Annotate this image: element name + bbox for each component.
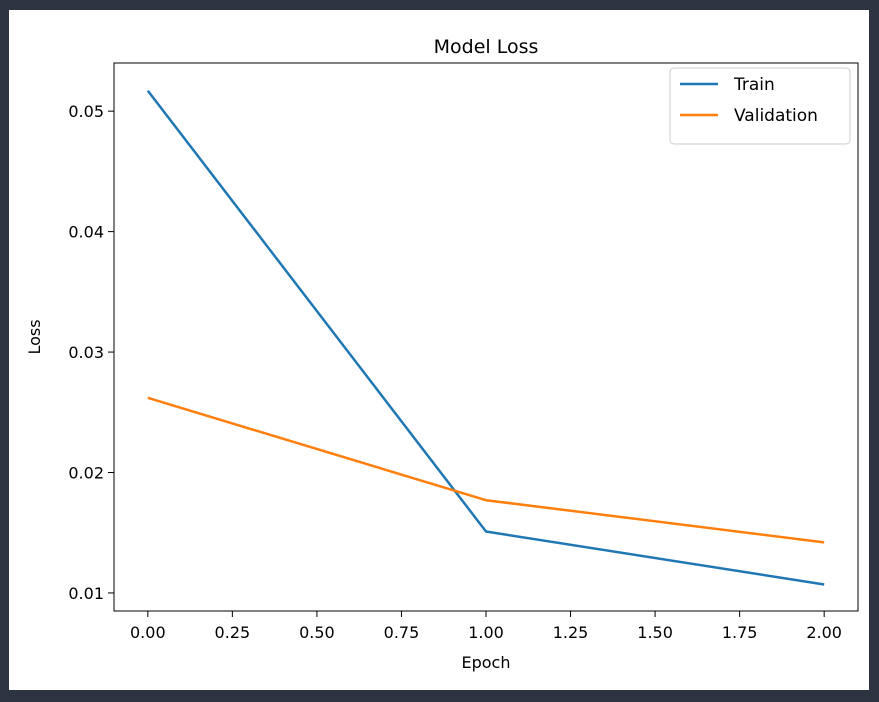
x-axis-label: Epoch (462, 653, 511, 672)
x-tick-label: 1.25 (553, 623, 589, 642)
series-line-train (146, 89, 825, 586)
axis-ticks: 0.00 0.25 0.50 0.75 1.00 1.25 1.50 1.75 2.00 0.01… (68, 102, 842, 642)
y-tick-label: 0.01 (68, 584, 104, 603)
series-line-validation (147, 396, 825, 544)
x-tick-label: 0.00 (130, 623, 166, 642)
y-tick-label: 0.05 (68, 102, 104, 121)
x-tick-label: 0.75 (384, 623, 420, 642)
legend-box (669, 67, 851, 145)
y-tick-label: 0.03 (68, 343, 104, 362)
legend-label-train: Train (733, 75, 775, 95)
chart-title: Model Loss (434, 36, 539, 58)
x-tick-label: 0.25 (215, 623, 251, 642)
y-tick-label: 0.04 (68, 223, 104, 242)
legend-label-validation: Validation (734, 106, 818, 126)
y-tick-label: 0.02 (68, 463, 104, 482)
plot-area (146, 89, 825, 586)
x-tick-label: 1.75 (722, 623, 758, 642)
figure-frame: Model Loss 0.00 0.25 0.50 0.75 1.00 1.25 1.50 1… (9, 10, 869, 690)
x-tick-label: 2.00 (806, 623, 842, 642)
x-tick-label: 0.50 (299, 623, 335, 642)
axes-frame (113, 62, 859, 612)
loss-chart: Model Loss 0.00 0.25 0.50 0.75 1.00 1.25 1.50 1… (25, 36, 859, 672)
y-axis-label: Loss (25, 319, 44, 354)
legend: Train Validation (669, 67, 851, 145)
x-tick-label: 1.00 (468, 623, 504, 642)
x-tick-label: 1.50 (637, 623, 673, 642)
